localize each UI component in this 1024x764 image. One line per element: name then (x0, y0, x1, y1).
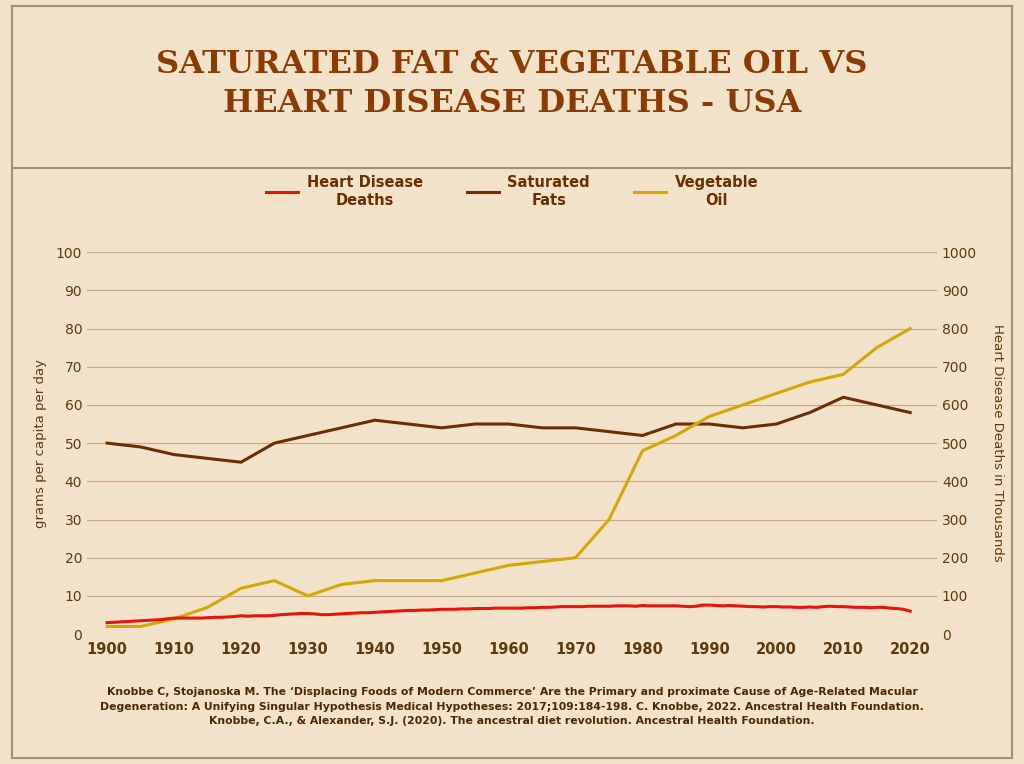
Y-axis label: Heart Disease Deaths in Thousands: Heart Disease Deaths in Thousands (991, 324, 1004, 562)
Legend: Heart Disease
Deaths, Saturated
Fats, Vegetable
Oil: Heart Disease Deaths, Saturated Fats, Ve… (266, 176, 758, 208)
Text: SATURATED FAT & VEGETABLE OIL VS
HEART DISEASE DEATHS - USA: SATURATED FAT & VEGETABLE OIL VS HEART D… (157, 49, 867, 119)
Text: Knobbe C, Stojanoska M. The ‘Displacing Foods of Modern Commerce’ Are the Primar: Knobbe C, Stojanoska M. The ‘Displacing … (100, 687, 924, 727)
Y-axis label: grams per capita per day: grams per capita per day (35, 358, 47, 528)
